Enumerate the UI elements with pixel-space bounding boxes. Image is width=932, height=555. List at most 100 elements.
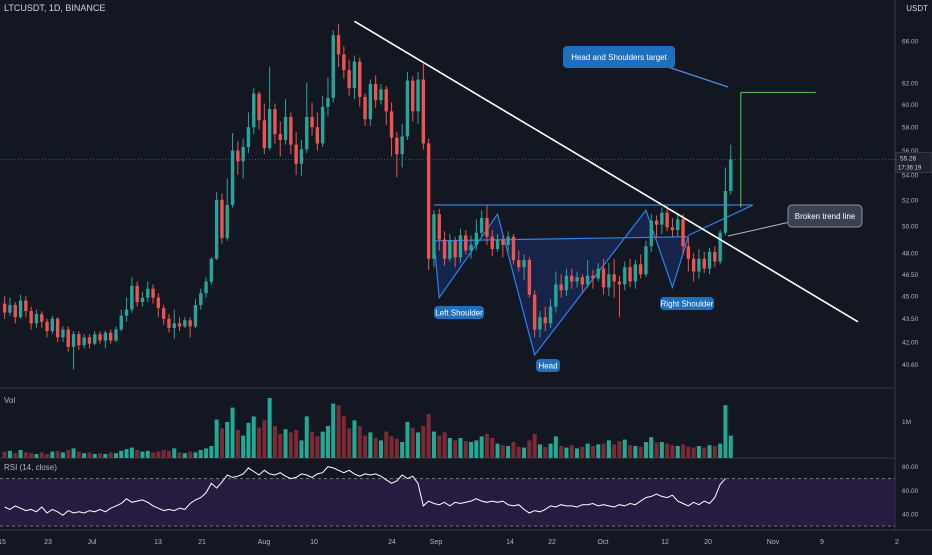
candle-body (167, 318, 171, 328)
volume-bar (564, 447, 569, 458)
candle-body (66, 329, 70, 347)
candle-body (368, 83, 373, 120)
candle-body (172, 323, 176, 328)
candle-body (395, 137, 399, 155)
candle-body (384, 89, 388, 112)
volume-bar (670, 445, 675, 458)
volume-bar (442, 432, 447, 458)
candle-body (124, 309, 129, 316)
price-tick-label: 62.00 (902, 80, 919, 87)
volume-bar (718, 443, 723, 458)
volume-bar (60, 452, 65, 458)
candle-body (628, 267, 632, 282)
right-shoulder-label-box (660, 297, 714, 310)
volume-bar (336, 405, 341, 458)
volume-bar (204, 448, 209, 458)
candle-body (246, 127, 251, 147)
time-tick-label: 12 (661, 539, 669, 546)
volume-bar (691, 447, 696, 458)
volume-bar (71, 448, 76, 458)
time-tick-label: 2 (895, 539, 899, 546)
candle-body (665, 212, 669, 228)
price-tick-label: 46.50 (902, 272, 919, 279)
volume-bar (45, 454, 50, 458)
price-tick-label: 45.00 (902, 294, 919, 301)
candle-body (347, 70, 351, 89)
candle-body (601, 268, 606, 288)
volume-bar (13, 453, 18, 458)
candle-body (469, 244, 473, 251)
volume-bar (166, 450, 171, 458)
volume-bar (500, 445, 505, 458)
candle-body (511, 236, 516, 261)
volume-bar (193, 452, 198, 458)
price-tick-label: 43.50 (902, 316, 919, 323)
volume-bar (490, 438, 495, 458)
volume-bar (241, 435, 246, 458)
volume-bar (569, 445, 574, 458)
volume-bar (633, 446, 638, 458)
candle-body (464, 235, 468, 251)
volume-bar (548, 443, 553, 458)
candle-body (538, 317, 542, 330)
price-tick-label: 48.00 (902, 251, 919, 258)
price-tick-label: 60.00 (902, 102, 919, 109)
volume-bar (98, 453, 103, 458)
candle-body (612, 274, 616, 282)
candle-body (416, 79, 420, 112)
candle-body (373, 83, 378, 101)
volume-bar (214, 419, 219, 458)
last-price-value: 55.26 (900, 155, 917, 162)
volume-bar (506, 446, 511, 458)
candle-body (77, 334, 81, 346)
candle-body (108, 332, 113, 341)
volume-bar (543, 446, 548, 458)
volume-bar (262, 420, 267, 458)
candle-body (315, 127, 320, 144)
volume-bar (299, 440, 304, 458)
volume-bar (675, 446, 680, 458)
candle-body (644, 246, 648, 275)
candle-body (40, 314, 44, 322)
broken-trendline-label-box (787, 204, 863, 228)
volume-bar (612, 444, 617, 458)
time-tick-label: 24 (388, 539, 396, 546)
candle-body (676, 219, 680, 231)
candle-body (146, 288, 150, 298)
candle-body (400, 136, 404, 155)
volume-bar (182, 453, 187, 458)
candle-body (559, 284, 563, 291)
price-tick-label: 40.60 (902, 362, 919, 369)
candle-body (225, 205, 229, 239)
volume-bar (129, 447, 134, 458)
candle-body (458, 235, 463, 258)
candle-body (310, 116, 314, 128)
candle-body (273, 109, 277, 135)
candle-body (729, 159, 733, 191)
candle-body (220, 199, 224, 239)
volume-bar (151, 452, 156, 458)
volume-bar (304, 416, 309, 458)
candle-body (389, 111, 394, 138)
target-callout-pointer (664, 65, 729, 88)
price-tick-label: 58.00 (902, 125, 919, 132)
volume-bar (124, 449, 129, 458)
candle-body (379, 89, 383, 101)
target-label-box (563, 46, 675, 68)
left-shoulder-label-box (434, 306, 484, 319)
candle-body (638, 264, 643, 275)
volume-bar (463, 441, 468, 458)
candle-body (87, 337, 92, 344)
volume-bar (638, 446, 643, 458)
volume-bar (553, 436, 558, 458)
target-label: Head and Shoulders target (571, 53, 667, 62)
candle-body (686, 246, 691, 259)
candle-body (506, 236, 510, 245)
candle-body (188, 320, 192, 327)
volume-bar (320, 431, 325, 458)
price-tick-label: 54.00 (902, 172, 919, 179)
volume-bar (373, 438, 378, 458)
candle-body (660, 212, 664, 225)
